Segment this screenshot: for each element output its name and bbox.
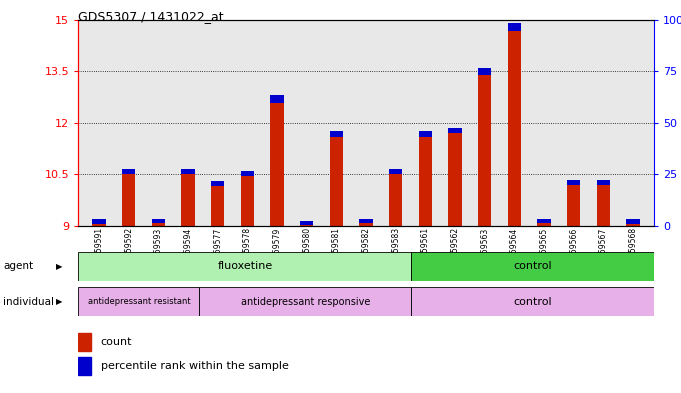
Bar (240, 171, 254, 176)
Bar (419, 131, 432, 226)
Bar (360, 219, 373, 226)
Bar (152, 219, 165, 226)
Bar (181, 169, 195, 174)
Bar (448, 128, 462, 226)
Bar (478, 68, 492, 75)
Bar (478, 68, 492, 226)
Text: GDS5307 / 1431022_at: GDS5307 / 1431022_at (78, 10, 224, 23)
Bar (211, 181, 225, 226)
Text: control: control (513, 261, 552, 271)
Bar (78, 333, 91, 351)
Bar (122, 169, 136, 226)
Bar (448, 128, 462, 133)
Bar (507, 23, 521, 31)
Bar (597, 180, 610, 226)
Bar (627, 219, 639, 226)
Bar (240, 171, 254, 226)
Bar (411, 287, 654, 316)
Text: control: control (513, 297, 552, 307)
Text: ▶: ▶ (56, 262, 63, 271)
Bar (389, 169, 402, 174)
Bar (537, 219, 551, 223)
Bar (537, 219, 551, 226)
Bar (360, 219, 373, 223)
Bar (627, 219, 639, 224)
Bar (270, 95, 284, 103)
Text: antidepressant resistant: antidepressant resistant (88, 297, 190, 306)
Bar (389, 169, 402, 226)
Text: fluoxetine: fluoxetine (217, 261, 272, 271)
Bar (181, 169, 195, 226)
Bar (419, 131, 432, 137)
Bar (211, 181, 225, 186)
Bar (411, 252, 654, 281)
Bar (597, 180, 610, 185)
Bar (93, 219, 106, 226)
Bar (300, 221, 313, 225)
Text: agent: agent (3, 261, 33, 271)
Bar (567, 180, 580, 226)
Bar (330, 131, 343, 137)
Text: count: count (101, 337, 132, 347)
Bar (78, 252, 411, 281)
Text: antidepressant responsive: antidepressant responsive (241, 297, 370, 307)
Bar (507, 23, 521, 226)
Bar (78, 357, 91, 375)
Bar (200, 287, 411, 316)
Text: individual: individual (3, 297, 54, 307)
Bar (122, 169, 136, 174)
Bar (93, 219, 106, 224)
Bar (330, 131, 343, 226)
Bar (152, 219, 165, 223)
Bar (567, 180, 580, 185)
Text: percentile rank within the sample: percentile rank within the sample (101, 361, 289, 371)
Bar (78, 287, 200, 316)
Text: ▶: ▶ (56, 297, 63, 306)
Bar (300, 221, 313, 226)
Bar (270, 95, 284, 226)
